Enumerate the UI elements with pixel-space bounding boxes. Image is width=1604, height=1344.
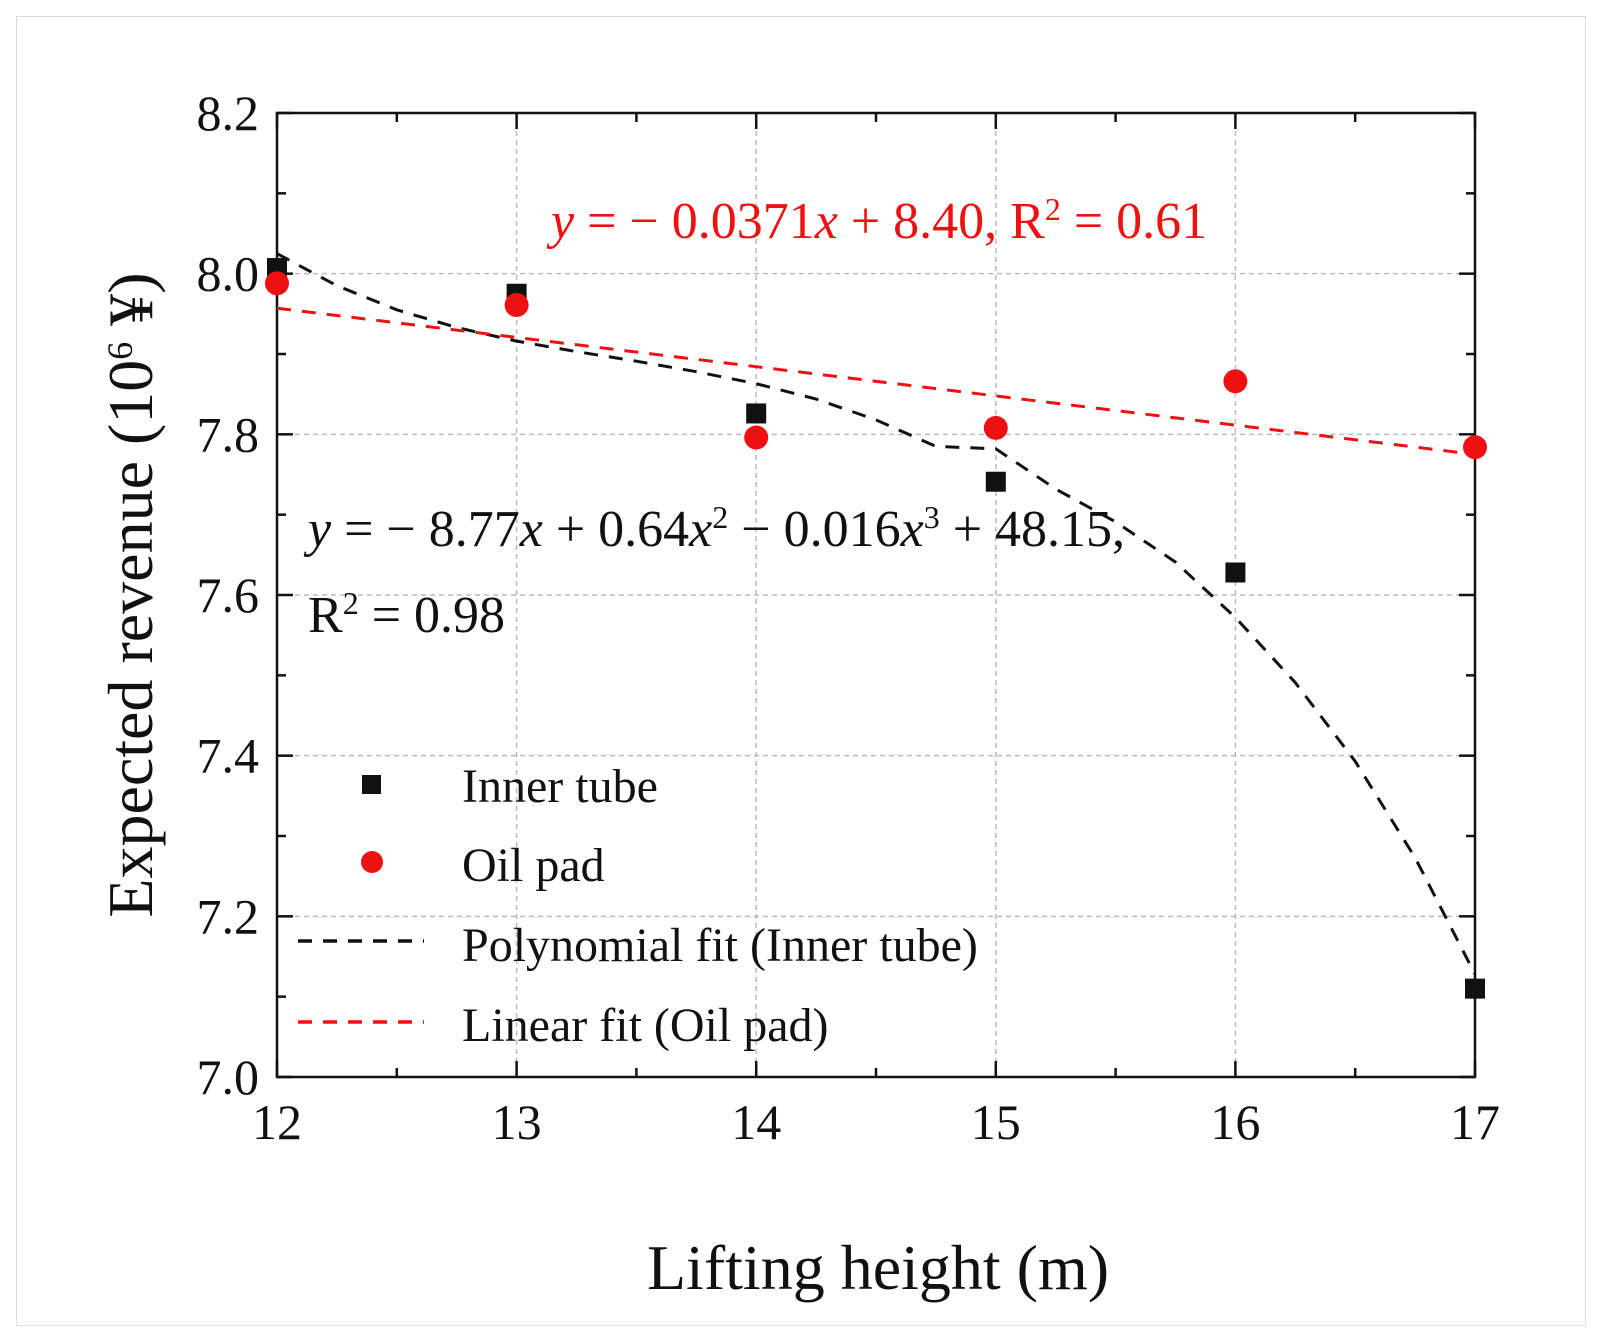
data-points bbox=[265, 258, 1487, 999]
legend-label-linear-fit: Linear fit (Oil pad) bbox=[462, 999, 829, 1052]
y-tick-label: 7.0 bbox=[197, 1049, 260, 1105]
legend-marker-oil-pad bbox=[361, 851, 383, 873]
y-tick-label: 7.6 bbox=[197, 567, 260, 623]
oil-pad-point bbox=[265, 271, 289, 296]
legend: Inner tube Oil pad Polynomial fit (Inner… bbox=[298, 760, 978, 1052]
inner-tube-point bbox=[1225, 562, 1246, 583]
figure-frame bbox=[16, 16, 1586, 1326]
oil-pad-point bbox=[504, 292, 529, 317]
linear-fit-line bbox=[276, 306, 1476, 456]
linear-fit-equation: y = − 0.0371x + 8.40, R2 = 0.61 bbox=[546, 191, 1207, 250]
x-tick-label: 13 bbox=[492, 1094, 542, 1150]
y-tick-label: 8.0 bbox=[197, 246, 260, 302]
x-tick-label: 17 bbox=[1450, 1094, 1500, 1150]
legend-marker-inner-tube bbox=[362, 775, 381, 794]
y-tick-label: 7.8 bbox=[197, 406, 260, 462]
inner-tube-point bbox=[1465, 978, 1485, 999]
y-tick-labels: 7.0 7.2 7.4 7.6 7.8 8.0 8.2 bbox=[197, 85, 260, 1105]
legend-label-oil-pad: Oil pad bbox=[462, 839, 605, 892]
grid-lines bbox=[277, 113, 1475, 1077]
fit-lines bbox=[276, 252, 1477, 975]
oil-pad-point bbox=[983, 415, 1008, 440]
polynomial-fit-r2: R2 = 0.98 bbox=[308, 585, 505, 644]
y-tick-label: 7.2 bbox=[197, 888, 260, 944]
legend-label-polynomial-fit: Polynomial fit (Inner tube) bbox=[462, 919, 978, 972]
x-tick-labels: 12 13 14 15 16 17 bbox=[252, 1094, 1500, 1150]
inner-tube-point bbox=[746, 403, 767, 424]
x-tick-label: 16 bbox=[1210, 1094, 1260, 1150]
oil-pad-point bbox=[744, 425, 769, 450]
inner-tube-point bbox=[985, 471, 1006, 492]
x-tick-label: 15 bbox=[971, 1094, 1021, 1150]
x-tick-label: 12 bbox=[252, 1094, 302, 1150]
axis-ticks bbox=[275, 111, 1477, 1079]
y-tick-label: 7.4 bbox=[197, 728, 260, 784]
x-axis-title: Lifting height (m) bbox=[647, 1232, 1109, 1303]
y-axis-title: Expected revenue (106 ¥) bbox=[95, 272, 166, 917]
x-tick-label: 14 bbox=[731, 1094, 781, 1150]
y-tick-label: 8.2 bbox=[197, 85, 260, 141]
polynomial-fit-line bbox=[276, 252, 1477, 975]
polynomial-fit-equation: y = − 8.77x + 0.64x2 − 0.016x3 + 48.15, bbox=[303, 499, 1125, 558]
legend-label-inner-tube: Inner tube bbox=[462, 760, 658, 813]
oil-pad-point bbox=[1223, 369, 1248, 394]
oil-pad-point bbox=[1463, 435, 1487, 460]
